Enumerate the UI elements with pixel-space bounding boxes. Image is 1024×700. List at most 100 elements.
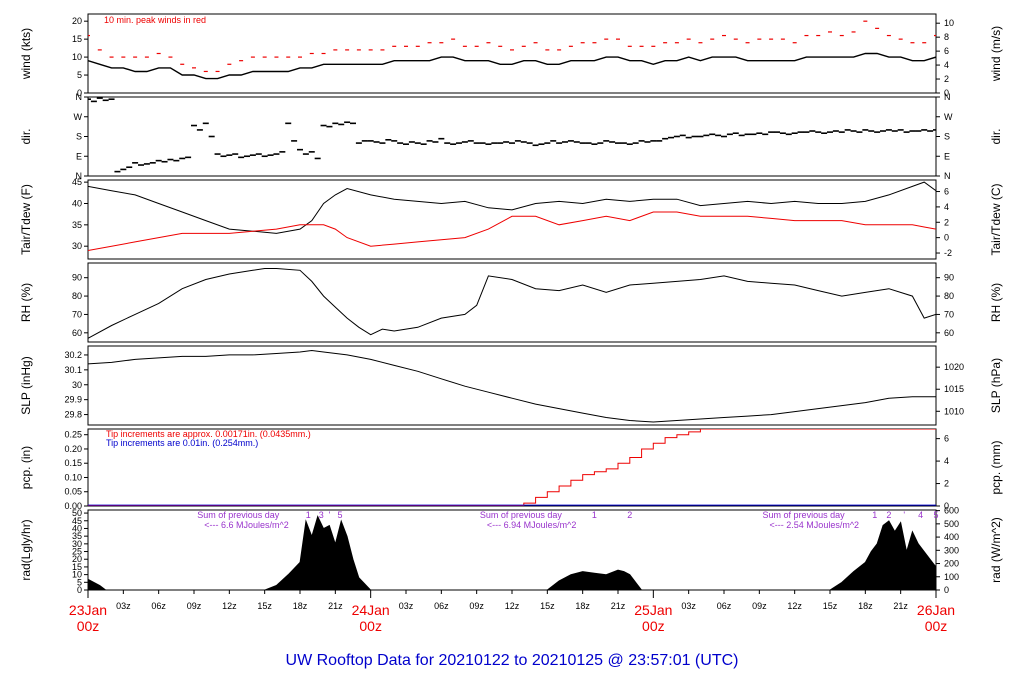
series-dew-point	[88, 211, 936, 251]
ytick-label-rh: 70	[72, 309, 82, 319]
ytick-right-label-rh: 70	[944, 309, 954, 319]
ylabel-dir: dir.	[19, 128, 33, 144]
plot-frame-wind	[87, 13, 937, 94]
ytick-right-label-temp: -2	[944, 248, 952, 258]
panel-slp: 29.8 29.9 30 30.1 30.2 1010 1015 1020 SLP (inHg)…	[19, 345, 1003, 426]
ytick-label-dir: N	[76, 171, 83, 181]
xtick-label: 03z	[681, 601, 696, 611]
xtick-label: 03z	[399, 601, 414, 611]
ylabel-right-rh: RH (%)	[989, 283, 1003, 322]
ytick-label-pcp: 0.10	[64, 472, 82, 482]
ytick-right-label-wind: 4	[944, 60, 949, 70]
ytick-label-dir: S	[76, 132, 82, 142]
xtick-label: 09z	[187, 601, 202, 611]
xtick-label: 15z	[257, 601, 272, 611]
ytick-right-label-temp: 6	[944, 187, 949, 197]
ytick-right-label-rad: 300	[944, 545, 959, 555]
data-layer-slp	[88, 349, 936, 423]
rad-hour-marker: 5	[338, 510, 343, 520]
panel-rad: 051015202530354045500100200300400500600r…	[19, 506, 1003, 595]
ylabel-right-pcp: pcp. (mm)	[989, 440, 1003, 494]
xtick-label: 06z	[151, 601, 166, 611]
rad-hour-marker: 1	[306, 510, 311, 520]
ytick-label-rad: 5	[77, 577, 82, 587]
ytick-label-rh: 60	[72, 328, 82, 338]
day-label-date: 26Jan	[917, 602, 955, 618]
xtick-label: 03z	[116, 601, 131, 611]
ytick-label-pcp: 0.15	[64, 458, 82, 468]
ytick-label-slp: 30.1	[64, 365, 82, 375]
series-sea-level-pressure	[88, 349, 936, 423]
ytick-right-label-rh: 80	[944, 291, 954, 301]
rad-hour-marker: 2	[627, 510, 632, 520]
ytick-label-pcp: 0.20	[64, 444, 82, 454]
ytick-right-label-rad: 100	[944, 572, 959, 582]
rad-day-note-line1: Sum of previous day	[763, 510, 846, 520]
xtick-label: 09z	[469, 601, 484, 611]
rad-day-note-line1: Sum of previous day	[480, 510, 563, 520]
ytick-label-temp: 30	[72, 241, 82, 251]
xtick-label: 06z	[434, 601, 449, 611]
pcp-note: Tip increments are 0.01in. (0.254mm.)	[106, 438, 258, 448]
rad-hour-marker: 4	[918, 510, 923, 520]
ylabel-right-slp: SLP (hPa)	[989, 358, 1003, 413]
ytick-right-label-dir: W	[944, 112, 953, 122]
ytick-label-pcp: 0.00	[64, 501, 82, 511]
rad-hour-marker: '	[329, 510, 331, 520]
ytick-label-wind: 5	[77, 70, 82, 80]
ytick-label-rad: 10	[72, 570, 82, 580]
ytick-right-label-rad: 0	[944, 585, 949, 595]
ytick-right-label-rh: 90	[944, 273, 954, 283]
ytick-right-label-dir: E	[944, 151, 950, 161]
ytick-right-label-dir: N	[944, 92, 951, 102]
data-layer-temp	[88, 181, 936, 251]
ytick-right-label-rad: 400	[944, 532, 959, 542]
ytick-right-label-rh: 60	[944, 328, 954, 338]
ytick-right-label-pcp: 4	[944, 456, 949, 466]
ytick-label-pcp: 0.05	[64, 487, 82, 497]
rad-hour-marker: 2	[886, 510, 891, 520]
ytick-right-label-slp: 1010	[944, 406, 964, 416]
ytick-label-rad: 35	[72, 531, 82, 541]
panel-rh: 60 70 80 90 60 70 80 90 RH (%) RH (%)	[19, 262, 1003, 343]
chart-title: UW Rooftop Data for 20210122 to 20210125…	[286, 652, 739, 669]
data-layer-pcp	[88, 429, 936, 506]
day-label-date: 24Jan	[352, 602, 390, 618]
ytick-right-label-dir: S	[944, 132, 950, 142]
xtick-label: 21z	[611, 601, 626, 611]
xtick-label: 21z	[893, 601, 908, 611]
ytick-right-label-rad: 200	[944, 559, 959, 569]
ylabel-right-rad: rad (W/m^2)	[989, 517, 1003, 583]
ytick-label-dir: N	[76, 92, 83, 102]
panel-wind: 0 5 10 15 20 0 2 4 6 8 10 wind (kts) wind (m/s) 10 mi…	[19, 13, 1003, 98]
annotation-wind: 10 min. peak winds in red	[104, 15, 206, 25]
rad-hour-marker: '	[903, 510, 905, 520]
ytick-right-label-rad: 500	[944, 519, 959, 529]
ytick-right-label-wind: 6	[944, 46, 949, 56]
data-layer-dir	[88, 97, 936, 173]
ytick-label-slp: 29.8	[64, 410, 82, 420]
ytick-right-label-rad: 600	[944, 506, 959, 516]
ylabel-right-temp: Tair/Tdew (C)	[989, 183, 1003, 255]
xtick-label: 15z	[823, 601, 838, 611]
ytick-right-label-wind: 0	[944, 88, 949, 98]
series-precip-accum	[88, 429, 936, 506]
xtick-label: 12z	[505, 601, 520, 611]
ytick-label-slp: 29.9	[64, 395, 82, 405]
panel-pcp: 0.00 0.05 0.10 0.15 0.20 0.25 0 2 4 6 pcp. (in) pcp…	[19, 428, 1003, 511]
ylabel-wind: wind (kts)	[19, 28, 33, 80]
rad-hour-marker: 5	[933, 510, 938, 520]
data-layer-wind	[88, 20, 936, 80]
series-solar-radiation	[88, 515, 936, 590]
rad-day-note-line2: <--- 6.94 MJoules/m^2	[487, 520, 577, 530]
ytick-label-rad: 20	[72, 554, 82, 564]
rad-day-note-line2: <--- 2.54 MJoules/m^2	[770, 520, 860, 530]
ytick-right-label-slp: 1020	[944, 362, 964, 372]
ylabel-right-dir: dir.	[989, 128, 1003, 144]
ytick-label-rad: 15	[72, 562, 82, 572]
ylabel-temp: Tair/Tdew (F)	[19, 184, 33, 255]
ytick-label-wind: 0	[77, 88, 82, 98]
ytick-label-dir: W	[74, 112, 83, 122]
